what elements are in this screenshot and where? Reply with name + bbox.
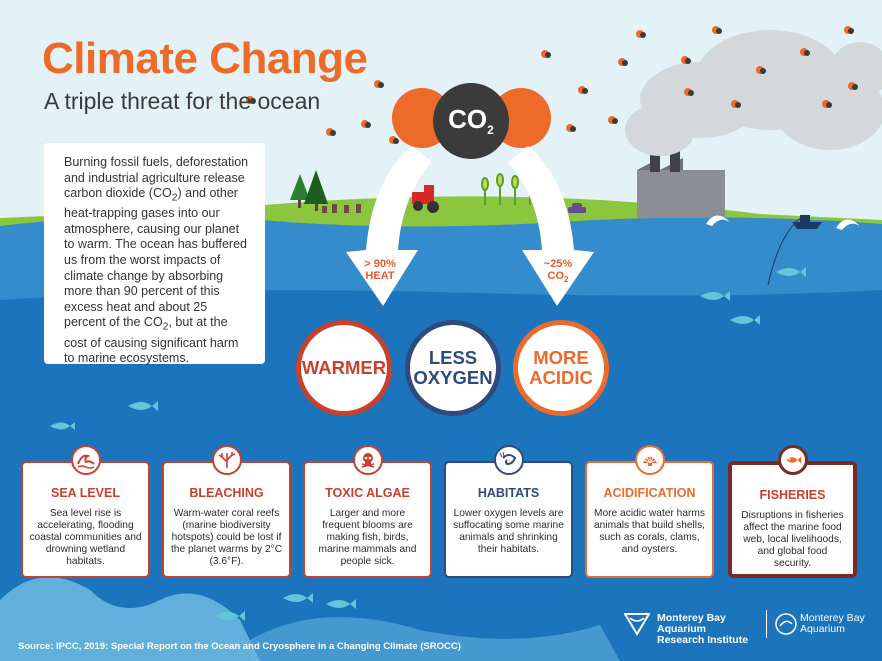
impact-card-toxic-algae: TOXIC ALGAE Larger and more frequent bloo…	[303, 461, 432, 578]
tree-stumps	[322, 204, 361, 213]
mbari-logo-line: Research Institute	[657, 634, 749, 646]
co2-label: CO2	[446, 104, 496, 137]
impact-card-acidification: ACIDIFICATION More acidic water harms ani…	[585, 461, 714, 578]
impact-title: SEA LEVEL	[51, 486, 120, 500]
shrimp-icon	[494, 445, 524, 475]
chimney-right	[670, 146, 680, 172]
intro-subscript: 2	[162, 321, 169, 333]
impact-body: Disruptions in fisheries affect the mari…	[741, 510, 844, 569]
page-title: Climate Change	[42, 34, 368, 83]
threat-warmer: WARMER	[296, 320, 392, 416]
impact-card-fisheries: FISHERIES Disruptions in fisheries affect…	[728, 461, 857, 578]
co2-word-main: CO	[547, 270, 565, 282]
impact-body: Lower oxygen levels are suffocating some…	[453, 508, 564, 555]
small-fish	[50, 267, 806, 621]
co2-word-sub: 2	[564, 275, 569, 285]
chimney-left	[650, 146, 660, 172]
impact-title: ACIDIFICATION	[603, 486, 696, 500]
page-subtitle: A triple threat for the ocean	[44, 88, 321, 114]
aquarium-logo-line: Aquarium	[800, 623, 845, 635]
impact-body: Warm-water coral reefs (marine biodivers…	[170, 508, 283, 567]
threat-line: ACIDIC	[529, 367, 593, 388]
co2-percent: ~25%	[543, 258, 573, 270]
co2-particles	[246, 26, 858, 144]
mbari-logo-line: Monterey Bay Aquarium	[657, 612, 726, 635]
wave-icon	[71, 445, 101, 475]
impact-card-bleaching: BLEACHING Warm-water coral reefs (marine …	[162, 461, 291, 578]
mbari-logo-icon	[624, 613, 650, 636]
intro-subscript: 2	[171, 192, 178, 204]
impact-title: HABITATS	[477, 486, 540, 500]
seafloor-left	[0, 577, 260, 661]
impact-body: More acidic water harms animals that bui…	[594, 508, 705, 555]
seafloor-middle	[250, 617, 620, 661]
co2-arrow-label: ~25% CO2	[530, 258, 586, 286]
heat-word: HEAT	[365, 270, 395, 282]
intro-text-part: Burning fossil fuels, deforestation and …	[64, 155, 249, 201]
factory-building	[637, 170, 725, 218]
impact-body: Larger and more frequent blooms are maki…	[318, 508, 417, 567]
car	[568, 203, 586, 213]
threat-line: LESS	[428, 347, 478, 368]
heat-percent: > 90%	[364, 258, 396, 270]
aquarium-logo-icon	[775, 613, 797, 635]
skull-icon	[353, 445, 383, 475]
shell-icon	[635, 445, 665, 475]
smoke-cloud	[625, 30, 882, 156]
heat-arrow-label: > 90% HEAT	[352, 258, 408, 282]
waves	[706, 215, 860, 230]
aquarium-logo-line: Monterey Bay	[800, 612, 865, 624]
intro-box: Burning fossil fuels, deforestation and …	[44, 143, 265, 367]
intro-text-part: , but at the cost of causing significant…	[64, 315, 239, 366]
aquarium-logo-text: Monterey Bay Aquarium	[800, 613, 880, 635]
intro-text-part: ) and other heat-trapping gases into our…	[64, 186, 247, 330]
co2-word: CO2	[530, 270, 586, 286]
co2-label-sub: 2	[487, 123, 494, 138]
pine-trees	[290, 170, 328, 211]
threat-more-acidic: MORE ACIDIC	[513, 320, 609, 416]
co2-label-main: CO	[448, 104, 488, 134]
mbari-logo-text: Monterey Bay Aquarium Research Institute	[657, 613, 767, 646]
impact-title: FISHERIES	[759, 488, 826, 502]
threat-less-oxygen: LESS OXYGEN	[405, 320, 501, 416]
impact-card-habitats: HABITATS Lower oxygen levels are suffocat…	[444, 461, 573, 578]
impact-body: Sea level rise is accelerating, flooding…	[29, 508, 142, 567]
absorption-arrows	[346, 146, 594, 306]
threat-line: OXYGEN	[413, 367, 493, 388]
co2-molecule	[392, 83, 551, 159]
logo-divider	[766, 610, 767, 638]
fish-icon	[778, 445, 808, 475]
impact-title: TOXIC ALGAE	[325, 486, 410, 500]
source-citation: Source: IPCC, 2019: Special Report on th…	[18, 641, 461, 652]
impact-title: BLEACHING	[189, 486, 264, 500]
intro-text: Burning fossil fuels, deforestation and …	[64, 155, 251, 367]
impact-card-sea-level: SEA LEVEL Sea level rise is accelerating,…	[21, 461, 150, 578]
coral-icon	[212, 445, 242, 475]
threat-line: MORE	[533, 347, 589, 368]
threat-line: WARMER	[301, 357, 387, 378]
fishing-boat	[767, 214, 822, 286]
tractor	[412, 185, 439, 213]
